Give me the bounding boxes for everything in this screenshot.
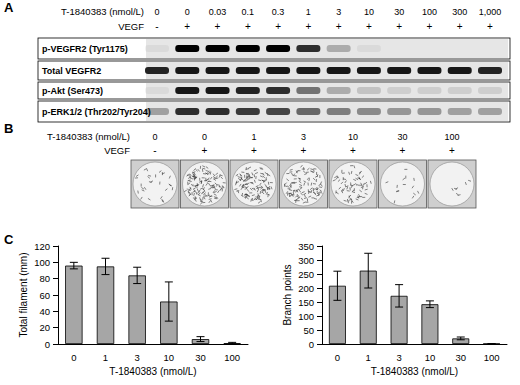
svg-text:0.3: 0.3 — [272, 7, 285, 17]
svg-text:10: 10 — [164, 352, 175, 363]
svg-text:100: 100 — [298, 311, 314, 322]
svg-text:Total VEGFR2: Total VEGFR2 — [42, 66, 101, 76]
svg-text:-: - — [155, 21, 158, 32]
svg-text:10: 10 — [364, 7, 374, 17]
svg-text:0: 0 — [309, 339, 314, 350]
svg-text:T-1840383 (nmol/L): T-1840383 (nmol/L) — [61, 6, 144, 17]
svg-text:100: 100 — [422, 7, 437, 17]
svg-text:+: + — [449, 145, 455, 156]
svg-text:p-ERK1/2 (Thr202/Tyr204): p-ERK1/2 (Thr202/Tyr204) — [42, 107, 151, 117]
svg-text:1,000: 1,000 — [479, 7, 502, 17]
svg-text:+: + — [305, 21, 311, 32]
svg-text:30: 30 — [394, 7, 404, 17]
svg-text:T-1840383 (nmol/L): T-1840383 (nmol/L) — [371, 366, 458, 377]
svg-text:3: 3 — [336, 7, 341, 17]
svg-text:+: + — [427, 21, 433, 32]
svg-text:0.1: 0.1 — [242, 7, 255, 17]
svg-text:+: + — [350, 145, 356, 156]
svg-text:1: 1 — [366, 352, 371, 363]
svg-text:+: + — [457, 21, 463, 32]
svg-text:0: 0 — [154, 7, 159, 17]
svg-text:0: 0 — [335, 352, 340, 363]
svg-text:0: 0 — [152, 132, 157, 142]
svg-text:0: 0 — [45, 339, 50, 350]
svg-text:100: 100 — [34, 257, 50, 268]
svg-text:50: 50 — [303, 325, 314, 336]
svg-text:p-VEGFR2 (Tyr1175): p-VEGFR2 (Tyr1175) — [42, 44, 128, 54]
svg-text:+: + — [366, 21, 372, 32]
svg-text:+: + — [400, 145, 406, 156]
svg-text:120: 120 — [34, 241, 50, 252]
svg-text:40: 40 — [39, 306, 50, 317]
svg-text:VEGF: VEGF — [104, 145, 130, 156]
svg-text:+: + — [275, 21, 281, 32]
svg-text:0: 0 — [202, 132, 207, 142]
svg-text:200: 200 — [298, 283, 314, 294]
svg-text:+: + — [396, 21, 402, 32]
svg-text:T-1840383 (nmol/L): T-1840383 (nmol/L) — [109, 366, 196, 377]
svg-text:VEGF: VEGF — [118, 21, 144, 32]
svg-text:250: 250 — [298, 269, 314, 280]
svg-text:60: 60 — [39, 290, 50, 301]
svg-text:10: 10 — [425, 352, 436, 363]
svg-text:3: 3 — [301, 132, 306, 142]
svg-text:-: - — [153, 145, 156, 156]
svg-text:+: + — [336, 21, 342, 32]
svg-text:T-1840383 (nmol/L): T-1840383 (nmol/L) — [47, 131, 130, 142]
svg-text:A: A — [4, 0, 14, 15]
svg-text:1: 1 — [306, 7, 311, 17]
svg-text:100: 100 — [444, 132, 459, 142]
svg-text:30: 30 — [195, 352, 206, 363]
svg-text:20: 20 — [39, 322, 50, 333]
svg-text:+: + — [301, 145, 307, 156]
svg-text:+: + — [251, 145, 257, 156]
svg-text:300: 300 — [298, 255, 314, 266]
html-text:C: C — [4, 232, 14, 247]
svg-text:+: + — [202, 145, 208, 156]
svg-text:10: 10 — [348, 132, 358, 142]
svg-text:30: 30 — [455, 352, 466, 363]
svg-text:+: + — [245, 21, 251, 32]
svg-text:150: 150 — [298, 297, 314, 308]
svg-text:B: B — [4, 121, 13, 136]
svg-text:1: 1 — [103, 352, 108, 363]
svg-text:+: + — [184, 21, 190, 32]
svg-text:350: 350 — [298, 241, 314, 252]
svg-text:0: 0 — [71, 352, 76, 363]
svg-text:100: 100 — [484, 352, 500, 363]
svg-text:+: + — [487, 21, 493, 32]
svg-text:0.03: 0.03 — [209, 7, 227, 17]
svg-text:Total filament (mm): Total filament (mm) — [18, 252, 29, 337]
svg-text:0: 0 — [185, 7, 190, 17]
svg-text:3: 3 — [135, 352, 140, 363]
svg-text:300: 300 — [452, 7, 467, 17]
svg-text:Branch points: Branch points — [282, 264, 293, 325]
svg-text:80: 80 — [39, 273, 50, 284]
svg-text:100: 100 — [224, 352, 240, 363]
svg-text:30: 30 — [397, 132, 407, 142]
svg-text:1: 1 — [251, 132, 256, 142]
svg-text:+: + — [215, 21, 221, 32]
svg-text:p-Akt (Ser473): p-Akt (Ser473) — [42, 86, 103, 96]
svg-text:3: 3 — [396, 352, 401, 363]
